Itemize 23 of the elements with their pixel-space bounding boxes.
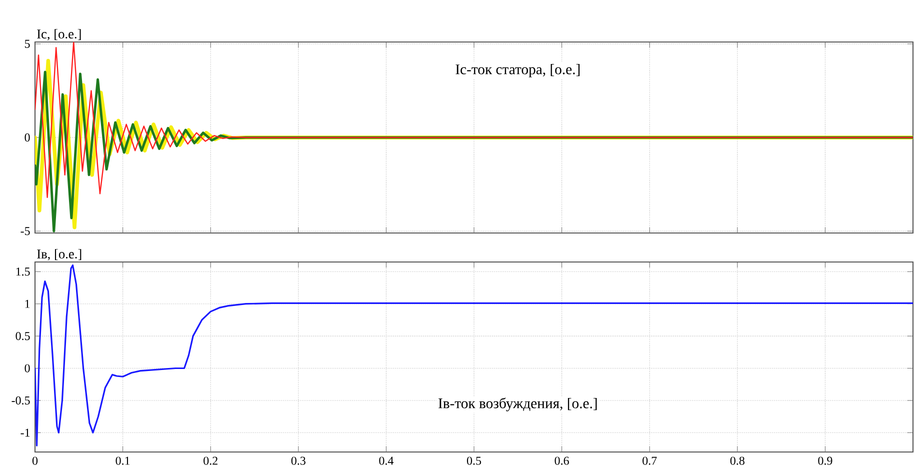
y-tick-label: 1 — [25, 300, 30, 308]
x-tick-label: 0.8 — [730, 456, 744, 465]
y-tick-label: 1.5 — [16, 268, 30, 276]
y-tick-label: 0.5 — [16, 332, 30, 340]
y-tick-label: 5 — [24, 40, 30, 48]
y-tick-label: -5 — [20, 227, 30, 236]
y-tick-label: -1 — [20, 428, 30, 437]
y-tick-label: -0.5 — [12, 396, 30, 405]
x-tick-label: 0.3 — [291, 456, 306, 465]
y-tick-label: 0 — [24, 133, 30, 142]
x-tick-label: 0.5 — [466, 456, 482, 465]
annotation: Ic-ток статора, [о.е.] — [456, 64, 580, 78]
y-axis-title: Ic, [о.е.] — [37, 29, 81, 40]
x-tick-label: 0 — [32, 456, 38, 465]
y-axis-title: Iв, [о.е.] — [37, 249, 82, 260]
x-tick-label: 0.4 — [379, 456, 394, 465]
annotation: Iв-ток возбуждения, [о.е.] — [438, 398, 597, 412]
x-tick-label: 0.2 — [204, 456, 218, 465]
x-tick-label: 0.9 — [818, 456, 832, 465]
x-tick-label: 0.7 — [642, 456, 657, 465]
x-tick-label: 0.6 — [554, 456, 569, 465]
y-tick-label: 0 — [24, 364, 30, 372]
x-tick-label: 0.1 — [116, 456, 130, 465]
